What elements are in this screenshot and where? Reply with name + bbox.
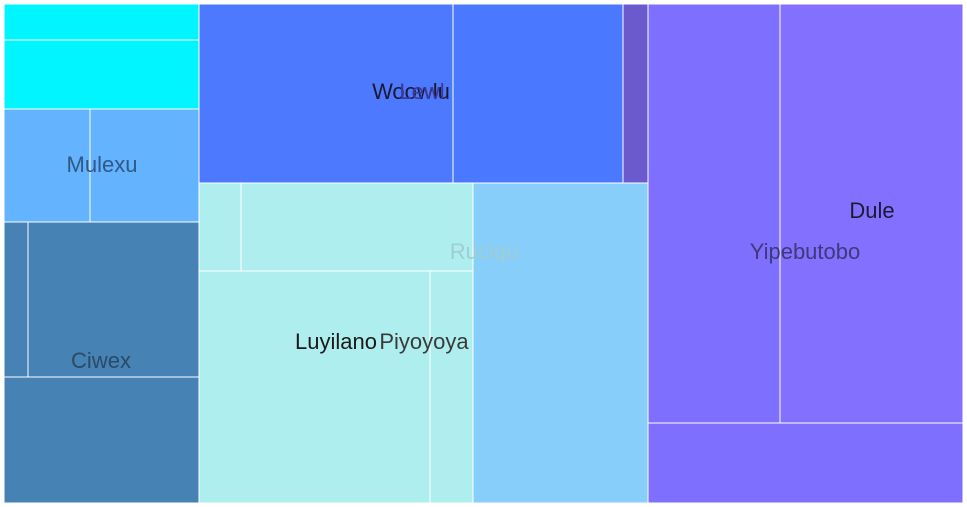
label-luyilano: Luyilano xyxy=(295,329,377,354)
label-piyoyoya: Piyoyoya xyxy=(379,329,469,354)
tile-ruciqu-1 xyxy=(472,182,649,504)
label-woowlu: Woowlu xyxy=(372,79,450,104)
label-ciwex: Ciwex xyxy=(71,348,131,373)
tile-mulexu-4 xyxy=(89,108,200,223)
label-lewl: Lewl xyxy=(399,79,444,104)
tile-luyilano-3 xyxy=(198,270,431,504)
label-mulexu: Mulexu xyxy=(67,152,138,177)
tile-ciwex-2 xyxy=(27,221,200,378)
tile-yipebutobo-2 xyxy=(647,422,964,504)
tile-piyoyoya-1 xyxy=(429,270,474,504)
tile-ciwex-3 xyxy=(3,376,200,504)
tile-ciwex-1 xyxy=(3,221,29,378)
tile-mulexu-3 xyxy=(3,108,91,223)
tile-mulexu-2 xyxy=(3,39,200,110)
tile-yipebutobo-1 xyxy=(647,3,781,424)
tile-dule-1 xyxy=(779,3,964,424)
label-ruciqu: Ruciqu xyxy=(450,239,518,264)
label-yipebutobo: Yipebutobo xyxy=(750,239,861,264)
tile-luyilano-2 xyxy=(240,182,474,272)
tile-woowlu-1 xyxy=(198,3,454,184)
tile-mulexu-1 xyxy=(3,3,200,41)
tile-lewl-1 xyxy=(452,3,624,184)
treemap-tiles xyxy=(3,3,964,504)
label-dule: Dule xyxy=(849,198,894,223)
tile-luyilano-1 xyxy=(198,182,242,272)
tile-lewl-2 xyxy=(622,3,649,184)
